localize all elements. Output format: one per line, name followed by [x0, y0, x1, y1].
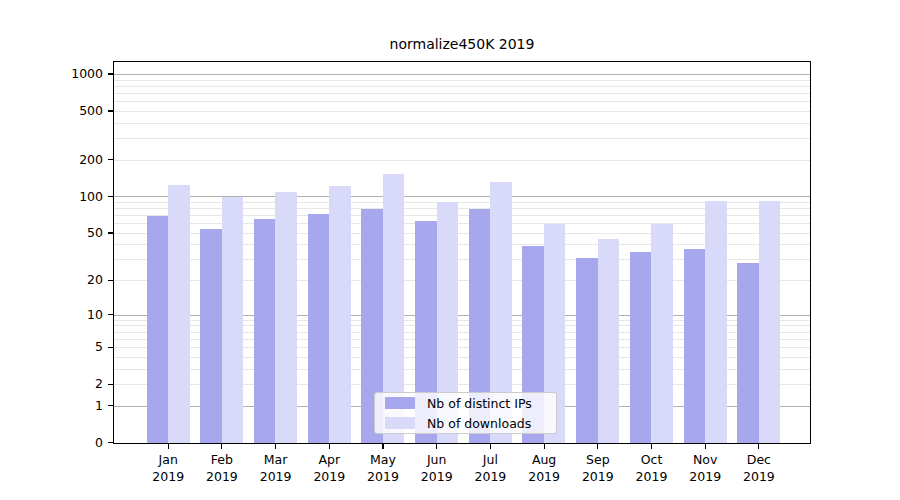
- x-tick-mark: [436, 444, 437, 449]
- legend-swatch-distinct-ips: [385, 397, 415, 409]
- x-tick-mark: [490, 444, 491, 449]
- legend-item: Nb of downloads: [385, 416, 546, 431]
- x-tick-mark: [221, 444, 222, 449]
- bar-oct-distinct-ips: [630, 252, 652, 443]
- x-tick-month: Dec: [727, 451, 791, 468]
- y-tick-label: 2: [3, 376, 103, 392]
- y-tick-label: 20: [3, 272, 103, 288]
- bar-dec-distinct-ips: [737, 263, 759, 443]
- y-tick-mark: [108, 159, 113, 160]
- y-tick-label: 50: [3, 225, 103, 241]
- legend-swatch-downloads: [385, 417, 415, 429]
- legend-label: Nb of distinct IPs: [427, 396, 532, 411]
- bar-chart-figure: normalize450K 2019 Nb of distinct IPsNb …: [0, 0, 900, 500]
- y-tick-mark: [108, 110, 113, 111]
- legend-label: Nb of downloads: [427, 416, 531, 431]
- bar-oct-downloads: [651, 224, 673, 443]
- x-tick-mark: [168, 444, 169, 449]
- y-tick-label: 1: [3, 398, 103, 414]
- bar-mar-distinct-ips: [254, 219, 276, 443]
- bar-mar-downloads: [275, 192, 297, 443]
- x-tick-label: Dec2019: [727, 451, 791, 485]
- y-tick-label: 10: [3, 307, 103, 323]
- y-tick-label: 100: [3, 189, 103, 205]
- legend: Nb of distinct IPs Nb of downloads: [374, 392, 557, 434]
- bar-apr-distinct-ips: [308, 214, 330, 443]
- x-tick-mark: [544, 444, 545, 449]
- legend-item: Nb of distinct IPs: [385, 396, 546, 411]
- y-tick-mark: [108, 280, 113, 281]
- y-tick-mark: [108, 314, 113, 315]
- y-tick-label: 5: [3, 339, 103, 355]
- x-tick-mark: [275, 444, 276, 449]
- y-tick-label: 0: [3, 435, 103, 451]
- y-tick-label: 200: [3, 152, 103, 168]
- x-tick-mark: [705, 444, 706, 449]
- x-tick-mark: [597, 444, 598, 449]
- y-tick-mark: [108, 73, 113, 74]
- bar-sep-downloads: [598, 239, 620, 443]
- plot-area: Nb of distinct IPs Nb of downloads: [113, 61, 811, 444]
- bar-jan-distinct-ips: [147, 216, 169, 443]
- y-tick-label: 1000: [3, 66, 103, 82]
- y-tick-mark: [108, 405, 113, 406]
- x-tick-year: 2019: [727, 468, 791, 485]
- y-tick-mark: [108, 384, 113, 385]
- bar-dec-downloads: [759, 201, 781, 443]
- chart-title: normalize450K 2019: [113, 36, 811, 54]
- bar-nov-downloads: [705, 201, 727, 443]
- bar-jan-downloads: [168, 185, 190, 443]
- x-tick-mark: [329, 444, 330, 449]
- bar-nov-distinct-ips: [684, 249, 706, 443]
- bar-feb-downloads: [222, 197, 244, 443]
- x-tick-mark: [651, 444, 652, 449]
- x-tick-mark: [382, 444, 383, 449]
- bars-layer: [114, 62, 810, 443]
- x-tick-mark: [758, 444, 759, 449]
- bar-feb-distinct-ips: [200, 229, 222, 443]
- y-tick-mark: [108, 232, 113, 233]
- y-tick-mark: [108, 196, 113, 197]
- y-tick-label: 500: [3, 103, 103, 119]
- bar-apr-downloads: [329, 186, 351, 443]
- y-tick-mark: [108, 347, 113, 348]
- y-tick-mark: [108, 442, 113, 443]
- bar-sep-distinct-ips: [576, 258, 598, 443]
